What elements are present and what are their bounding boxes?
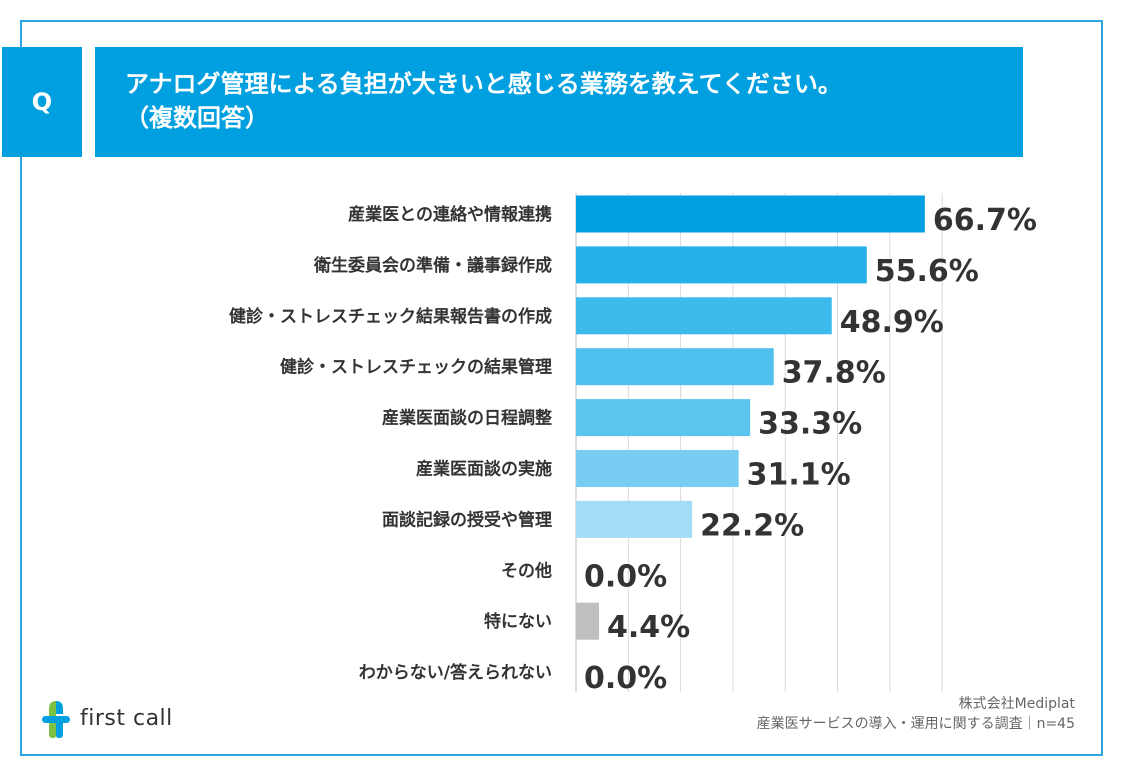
bar bbox=[576, 297, 832, 335]
value-label: 55.6% bbox=[875, 254, 979, 289]
value-label: 66.7% bbox=[933, 203, 1037, 238]
bar bbox=[576, 450, 739, 487]
value-label: 0.0% bbox=[584, 661, 667, 696]
question-title: アナログ管理による負担が大きいと感じる業務を教えてください。 （複数回答） bbox=[95, 47, 1023, 157]
card-frame bbox=[20, 20, 1103, 756]
category-label: その他 bbox=[501, 560, 552, 581]
category-label: わからない/答えられない bbox=[359, 662, 552, 683]
value-label: 31.1% bbox=[747, 458, 851, 493]
category-label: 面談記録の授受や管理 bbox=[382, 509, 552, 530]
value-label: 48.9% bbox=[840, 305, 944, 340]
value-label: 33.3% bbox=[758, 407, 862, 442]
value-label: 22.2% bbox=[700, 508, 804, 543]
category-label: 産業医との連絡や情報連携 bbox=[348, 204, 552, 225]
question-title-line1: アナログ管理による負担が大きいと感じる業務を教えてください。 bbox=[125, 70, 842, 98]
category-label: 特にない bbox=[484, 611, 552, 632]
source-note: 株式会社Mediplat 産業医サービスの導入・運用に関する調査｜n=45 bbox=[757, 694, 1075, 734]
value-label: 4.4% bbox=[607, 610, 690, 645]
bar bbox=[576, 348, 774, 386]
question-badge: Q bbox=[2, 47, 82, 157]
source-company: 株式会社Mediplat bbox=[958, 696, 1075, 712]
bar bbox=[576, 602, 600, 640]
question-title-line2: （複数回答） bbox=[125, 104, 269, 132]
value-label: 0.0% bbox=[584, 559, 667, 594]
category-label: 健診・ストレスチェック結果報告書の作成 bbox=[229, 306, 552, 327]
value-label: 37.8% bbox=[782, 356, 886, 391]
cross-logo-icon bbox=[42, 701, 70, 738]
logo-text: first call bbox=[80, 705, 173, 731]
first-call-logo: first call bbox=[40, 697, 173, 739]
category-label: 産業医面談の実施 bbox=[416, 459, 552, 480]
bar bbox=[576, 246, 867, 284]
category-label: 衛生委員会の準備・議事録作成 bbox=[313, 255, 552, 276]
bar bbox=[576, 500, 693, 538]
bar bbox=[576, 399, 751, 437]
source-survey: 産業医サービスの導入・運用に関する調査｜n=45 bbox=[756, 716, 1075, 732]
category-label: 産業医面談の日程調整 bbox=[382, 408, 552, 429]
bar bbox=[576, 195, 925, 233]
category-label: 健診・ストレスチェックの結果管理 bbox=[280, 357, 552, 378]
